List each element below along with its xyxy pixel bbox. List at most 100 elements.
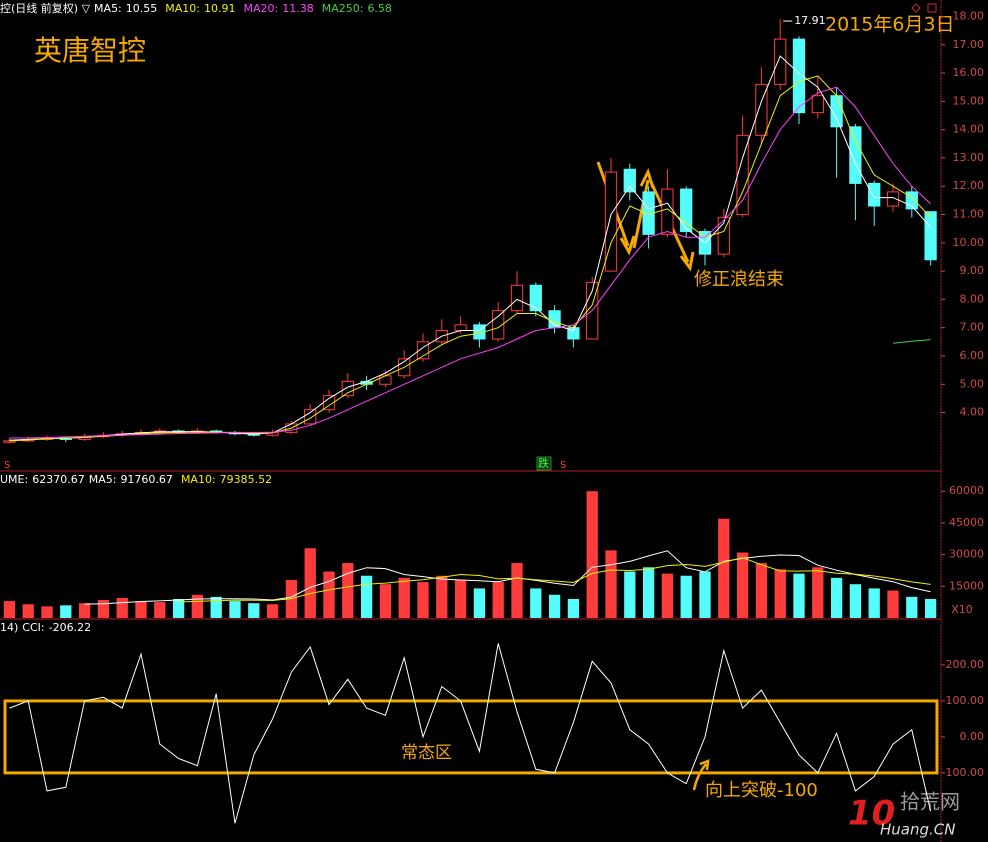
legend-value: -206.22 [49, 621, 91, 634]
candle-body [680, 188, 693, 233]
volume-bar [266, 604, 279, 618]
volume-bar [755, 563, 768, 618]
signal: S [4, 460, 10, 471]
series-line [892, 339, 931, 344]
volume-bar [492, 582, 504, 618]
header-label: 14) [0, 621, 18, 634]
candle-body [454, 324, 467, 332]
volume-bar [360, 575, 373, 618]
volume-bar [699, 571, 711, 618]
volume-bar [417, 582, 429, 618]
y-tick-label: 10.00 [953, 236, 985, 249]
y-tick-label: 0.00 [960, 730, 985, 743]
legend-value: 62370.67 [32, 473, 85, 486]
watermark-logo: 10 [848, 794, 895, 834]
candle-body [529, 284, 542, 312]
volume-bar [774, 569, 786, 618]
volume-bar [924, 598, 937, 618]
candle-body [755, 83, 768, 136]
candle-body [868, 182, 881, 207]
series-line [84, 550, 931, 605]
legend-value: 79385.52 [220, 473, 273, 486]
annotation: 向上突破-100 [705, 780, 818, 801]
legend-value: 10.91 [204, 2, 236, 15]
volume-bar [436, 575, 448, 618]
volume-bar [830, 577, 843, 618]
volume-bar [304, 548, 316, 618]
legend-value: 91760.67 [120, 473, 173, 486]
y-tick-label: 7.00 [960, 321, 985, 334]
legend-name: MA10: [165, 2, 200, 15]
legend-name: MA5: [94, 2, 122, 15]
volume-bar [116, 597, 128, 618]
candle-body [304, 409, 317, 425]
volume-bar [661, 573, 674, 618]
volume-bar [812, 567, 824, 618]
volume-bar [154, 602, 166, 618]
watermark-site: Huang.CN [880, 821, 955, 839]
y-tick-label: -100.00 [942, 766, 984, 779]
candle-body [792, 38, 806, 114]
volume-bar [887, 590, 899, 618]
volume-bar [3, 601, 16, 618]
candle-body [774, 38, 787, 85]
volume-bar [454, 579, 467, 618]
y-tick-label: 18.00 [953, 9, 985, 22]
volume-bar [229, 601, 241, 618]
volume-bar [567, 598, 580, 618]
volume-bar [342, 563, 354, 618]
y-tick-label: 16.00 [953, 66, 985, 79]
annotation: 修正浪结束 [694, 269, 784, 290]
candle-body [416, 341, 430, 360]
volume-bar [41, 606, 53, 618]
series-line [178, 557, 931, 603]
arrow [692, 759, 710, 791]
candle-body [510, 284, 524, 312]
volume-bar [473, 588, 486, 618]
volume-bar [868, 588, 880, 618]
y-tick-label: 15.00 [953, 94, 985, 107]
y-tick-label: 45000 [949, 516, 984, 529]
candle-body [604, 171, 618, 272]
volume-bar [793, 573, 805, 618]
legend-name: UME: [0, 473, 28, 486]
y-tick-label: 6.00 [960, 349, 985, 362]
volume-bar [680, 575, 692, 618]
legend-value: 11.38 [282, 2, 314, 15]
y-tick-label: 100.00 [946, 694, 985, 707]
y-tick-label: 60000 [949, 484, 984, 497]
legend-name: MA10: [181, 473, 216, 486]
legend-name: MA250: [322, 2, 364, 15]
volume-bar [849, 584, 862, 618]
signal: 跌 [538, 456, 549, 470]
icon[interactable] [911, 3, 921, 13]
arrow [632, 179, 650, 249]
signal: S [560, 460, 566, 471]
volume-bar [906, 596, 918, 618]
volume-bar [379, 584, 392, 618]
chart-title: 英唐智控 [34, 34, 146, 67]
signal-box [536, 456, 552, 471]
y-tick-label: 5.00 [960, 377, 985, 390]
legend-name: CCI: [22, 621, 44, 634]
legend-value: 10.55 [126, 2, 158, 15]
volume-bar [398, 577, 410, 618]
volume-bar [586, 491, 598, 618]
candle-body [661, 188, 674, 235]
date-annotation: 2015年6月3日 [825, 14, 955, 36]
volume-bar [78, 603, 91, 618]
normal-zone [3, 699, 939, 775]
volume-bar [22, 604, 34, 618]
volume-bar [191, 594, 204, 618]
y-tick-label: 8.00 [960, 292, 985, 305]
legend-name: MA20: [244, 2, 279, 15]
volume-bar [605, 550, 617, 618]
volume-bar [210, 596, 222, 618]
y-tick-label: 9.00 [960, 264, 985, 277]
peak-label: 17.91 [794, 14, 826, 27]
icon[interactable] [927, 3, 937, 13]
candle-body [905, 191, 918, 210]
y-tick-label: 13.00 [953, 151, 985, 164]
candle-body [849, 126, 862, 184]
y-tick-label: 17.00 [953, 38, 985, 51]
